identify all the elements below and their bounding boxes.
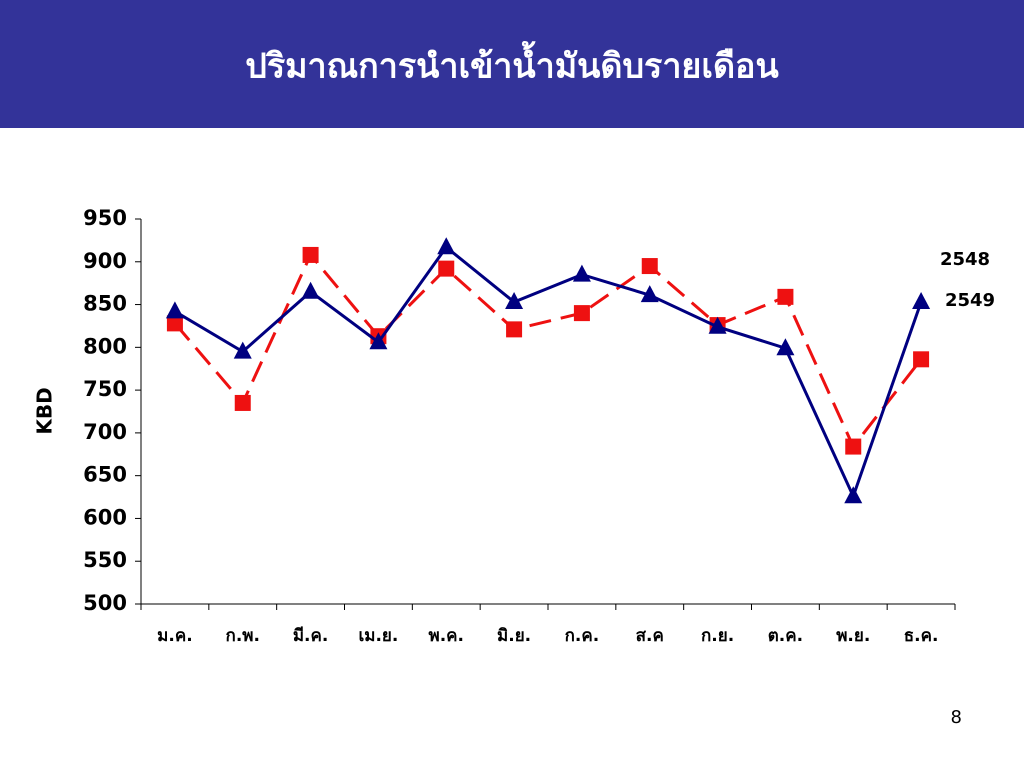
title-bar (0, 0, 1024, 128)
y-axis-label: KBD (33, 387, 57, 434)
marker-triangle (640, 285, 659, 303)
marker-square (166, 315, 183, 332)
marker-triangle (708, 316, 727, 334)
x-tick-label: มี.ค. (293, 625, 329, 646)
x-tick-label: ก.ค. (565, 626, 600, 646)
marker-triangle (233, 341, 252, 359)
page-number: 8 (951, 707, 962, 728)
x-tick-label: ธ.ค. (904, 626, 939, 646)
x-tick-label: ก.ย. (701, 626, 734, 646)
marker-triangle (165, 301, 184, 319)
y-tick-label: 800 (83, 334, 127, 358)
series-line (173, 252, 923, 450)
x-tick-label: พ.ย. (836, 626, 870, 646)
marker-triangle (776, 338, 795, 356)
y-tick-label: 650 (83, 463, 127, 487)
x-tick-label: ม.ค. (157, 626, 193, 646)
series-label: 2548 (940, 249, 990, 270)
marker-square (506, 321, 523, 338)
y-tick-label: 900 (83, 249, 127, 273)
series-label: 2549 (945, 290, 995, 311)
marker-square (641, 258, 658, 275)
y-tick-label: 750 (83, 377, 127, 401)
x-tick-label: ส.ค (636, 626, 664, 646)
marker-triangle (369, 332, 388, 350)
y-tick-label: 600 (83, 505, 127, 529)
y-tick-label: 550 (83, 548, 127, 572)
marker-square (302, 246, 319, 263)
marker-triangle (572, 264, 591, 282)
x-tick-label: พ.ค. (429, 626, 465, 646)
marker-square (234, 394, 251, 411)
chart-title: ปริมาณการนำเข้าน้ำมันดิบรายเดือน (245, 41, 778, 87)
marker-triangle (301, 281, 320, 299)
marker-square (913, 351, 930, 368)
x-tick-label: มิ.ย. (497, 626, 531, 646)
x-tick-label: ก.พ. (226, 626, 260, 646)
y-tick-label: 950 (83, 206, 127, 230)
marker-square (438, 260, 455, 277)
marker-square (845, 438, 862, 455)
y-tick-label: 850 (83, 292, 127, 316)
marker-square (777, 288, 794, 305)
x-tick-label: เม.ย. (358, 626, 398, 646)
y-tick-label: 700 (83, 420, 127, 444)
marker-triangle (505, 291, 524, 309)
marker-triangle (844, 486, 863, 504)
marker-triangle (912, 291, 931, 309)
y-tick-label: 500 (83, 591, 127, 615)
marker-triangle (437, 237, 456, 255)
marker-square (573, 305, 590, 322)
x-tick-label: ต.ค. (768, 626, 803, 646)
series-line (174, 245, 923, 501)
